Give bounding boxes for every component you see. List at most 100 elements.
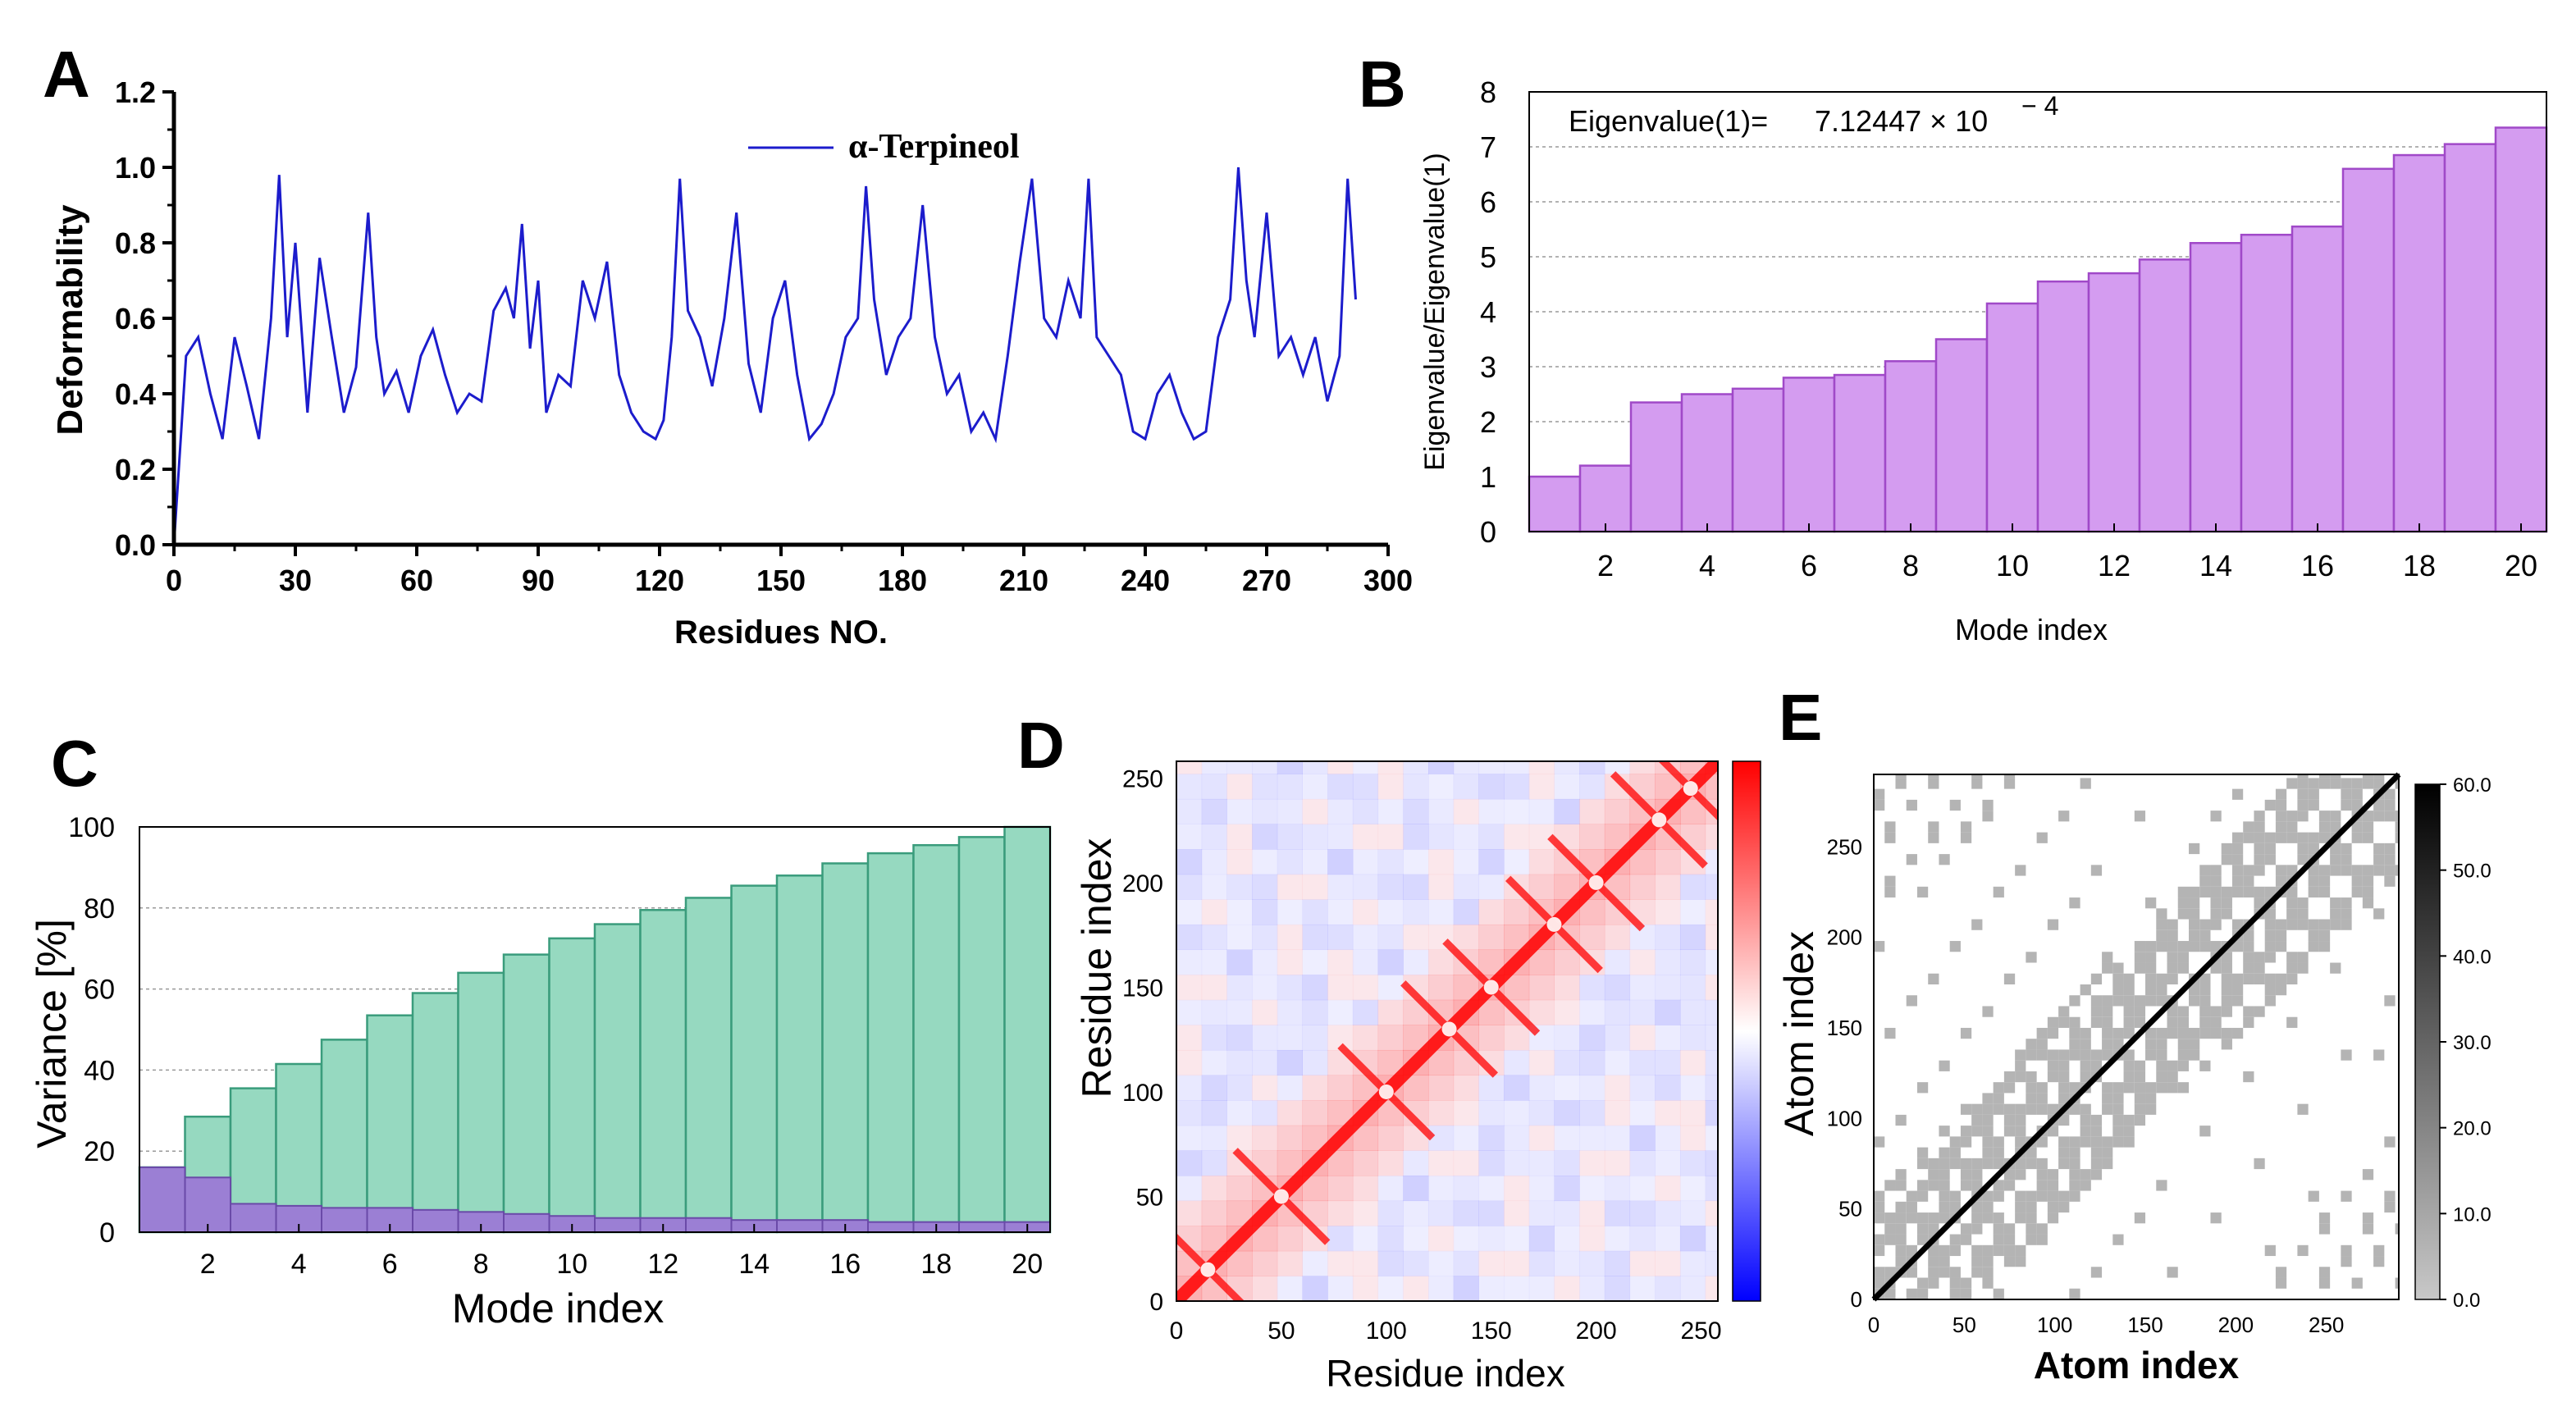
e-contact-cell bbox=[2341, 799, 2352, 811]
d-x-ticks: 0 50 100 150 200 250 bbox=[1170, 1317, 1722, 1345]
d-heatmap-cell bbox=[1352, 924, 1379, 951]
e-contact-cell bbox=[2286, 962, 2298, 974]
e-contact-cell bbox=[2362, 875, 2374, 887]
d-heatmap-cell bbox=[1427, 1226, 1455, 1252]
d-heatmap-cell bbox=[1554, 975, 1580, 1001]
e-contact-cell bbox=[2102, 1049, 2113, 1061]
d-heatmap-cell bbox=[1252, 1125, 1278, 1151]
panel-d-letter: D bbox=[1017, 709, 1065, 782]
e-contact-cell bbox=[2362, 774, 2374, 779]
e-contact-cell bbox=[1928, 973, 1939, 984]
d-heatmap-cell bbox=[1604, 1049, 1631, 1076]
e-contact-cell bbox=[2189, 1039, 2200, 1050]
e-contact-cell bbox=[2341, 897, 2352, 909]
e-contact-cell bbox=[2395, 821, 2399, 833]
e-x-tick-label: 0 bbox=[1868, 1313, 1879, 1337]
e-contact-cell bbox=[2275, 929, 2287, 942]
d-heatmap-cell bbox=[1604, 949, 1631, 975]
e-colorbar-tick-label: 0.0 bbox=[2453, 1290, 2480, 1312]
d-x-tick-label: 200 bbox=[1576, 1317, 1617, 1345]
d-heatmap-cell bbox=[1277, 849, 1303, 875]
e-contact-cell bbox=[2308, 941, 2319, 952]
e-contact-cell bbox=[2156, 1082, 2167, 1094]
a-y-tick-label: 1.0 bbox=[115, 151, 156, 185]
e-contact-cell bbox=[1960, 1103, 1972, 1115]
e-contact-cell bbox=[1993, 1158, 2004, 1170]
e-contact-cell bbox=[2003, 973, 2016, 984]
d-heatmap-cell bbox=[1655, 1100, 1681, 1126]
e-contact-cell bbox=[1874, 1244, 1885, 1257]
d-heatmap-cell bbox=[1478, 1150, 1505, 1176]
c-x-tick-label: 4 bbox=[291, 1249, 307, 1280]
e-contact-cell bbox=[1949, 1288, 1961, 1299]
b-bar bbox=[1934, 338, 1989, 533]
d-heatmap-cell bbox=[1655, 1150, 1681, 1176]
d-heatmap-cell bbox=[1705, 849, 1718, 875]
d-heatmap-cell bbox=[1679, 1200, 1706, 1226]
e-contact-cell bbox=[2318, 821, 2331, 833]
e-contact-cell bbox=[2134, 1114, 2146, 1126]
d-heatmap-cell bbox=[1377, 1250, 1404, 1276]
e-contact-cell bbox=[2231, 984, 2244, 996]
e-contact-cell bbox=[1928, 1244, 1939, 1257]
d-heatmap-cell bbox=[1176, 999, 1203, 1025]
d-heatmap-cell bbox=[1252, 1025, 1278, 1051]
e-contact-cell bbox=[2384, 865, 2396, 876]
d-heatmap-cell bbox=[1277, 798, 1303, 825]
e-contact-cell bbox=[2167, 1060, 2178, 1071]
e-contact-cell bbox=[2102, 962, 2113, 974]
e-contact-cell bbox=[2341, 788, 2352, 800]
e-y-tick-label: 0 bbox=[1851, 1287, 1862, 1312]
e-contact-cell bbox=[2362, 1223, 2374, 1235]
panel-e: E 60.0 50.0 40.0 30.0 20.0 10.0 0.0 0 50 100 150 2… bbox=[1776, 681, 2492, 1386]
e-contact-cell bbox=[2156, 973, 2167, 984]
e-contact-cell bbox=[1916, 1180, 1929, 1191]
e-contact-cell bbox=[1928, 832, 1939, 843]
d-heatmap-cell bbox=[1604, 798, 1631, 825]
d-heatmap-cell bbox=[1453, 899, 1479, 925]
d-heatmap-cell bbox=[1504, 1276, 1530, 1301]
e-contact-cell bbox=[2330, 854, 2341, 865]
e-contact-cell bbox=[2275, 799, 2287, 811]
b-bar bbox=[1731, 387, 1785, 533]
b-y-tick-label: 6 bbox=[1480, 185, 1496, 219]
e-contact-cell bbox=[2145, 995, 2157, 1007]
e-diagonal bbox=[1871, 772, 2401, 1302]
d-heatmap-cell bbox=[1453, 1250, 1479, 1276]
d-heatmap-cell bbox=[1554, 798, 1580, 825]
a-y-tick-label: 0.4 bbox=[115, 377, 156, 411]
e-contact-cell bbox=[2189, 919, 2200, 930]
d-heatmap-cell bbox=[1655, 1075, 1681, 1101]
d-heatmap-cell bbox=[1629, 1200, 1656, 1226]
d-heatmap-cell bbox=[1629, 1175, 1656, 1202]
e-contact-cell bbox=[2102, 1136, 2113, 1148]
e-contact-cell bbox=[1982, 1256, 1994, 1267]
e-contact-cell bbox=[2036, 1190, 2048, 1202]
d-heatmap-cell bbox=[1528, 761, 1555, 774]
d-heatmap-cell bbox=[1201, 1100, 1227, 1126]
d-heatmap-cell bbox=[1478, 924, 1505, 951]
d-heatmap-cell bbox=[1176, 1125, 1203, 1151]
e-contact-cell bbox=[2231, 1027, 2244, 1039]
e-contact-cell bbox=[2003, 1256, 2016, 1267]
d-heatmap-cell bbox=[1252, 999, 1278, 1025]
e-contact-cell bbox=[2058, 1049, 2070, 1061]
d-heatmap-cell bbox=[1252, 899, 1278, 925]
e-x-tick-label: 100 bbox=[2037, 1313, 2072, 1337]
e-contact-cell bbox=[2003, 1169, 2016, 1180]
e-contact-cell bbox=[2058, 1158, 2070, 1170]
d-heatmap-cell bbox=[1655, 849, 1681, 875]
a-x-tick-label: 0 bbox=[166, 564, 182, 597]
e-contact-cell bbox=[2112, 1136, 2124, 1148]
e-contact-cell bbox=[2189, 984, 2200, 996]
e-contact-cell bbox=[2318, 941, 2331, 952]
d-heatmap-cell bbox=[1579, 824, 1605, 850]
e-contact-cell bbox=[2069, 1288, 2080, 1299]
d-heatmap-cell bbox=[1226, 949, 1253, 975]
e-contact-cell bbox=[2362, 811, 2374, 822]
d-heatmap-cell bbox=[1478, 874, 1505, 900]
d-heatmap-cell bbox=[1226, 1125, 1253, 1151]
d-heatmap-cell bbox=[1327, 1200, 1354, 1226]
d-heatmap-cell bbox=[1302, 1049, 1328, 1076]
b-bar bbox=[1985, 302, 2039, 533]
